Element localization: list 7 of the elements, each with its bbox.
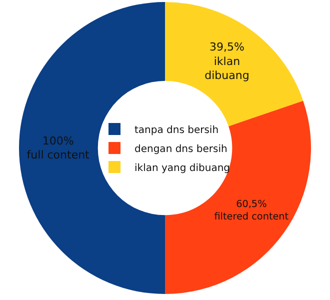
data-label: 100% full content [26,134,90,162]
legend-label: iklan yang dibuang [134,162,230,174]
donut-slice [165,2,304,126]
legend-label: dengan dns bersih [134,144,228,155]
data-label: 39,5% iklan dibuang [204,40,250,82]
data-label: 60,5% filtered content [214,198,289,222]
legend-label: tanpa dns bersih [134,124,219,136]
